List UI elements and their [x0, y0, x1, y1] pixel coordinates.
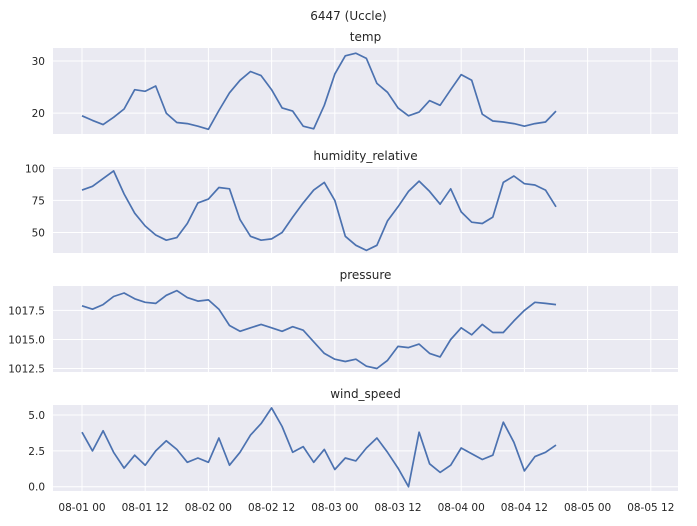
- x-tick-label: 08-01 00: [58, 502, 105, 514]
- series-line-temp: [81, 52, 557, 131]
- x-tick-label: 08-03 00: [311, 502, 358, 514]
- panel-title: pressure: [340, 268, 392, 282]
- panel-humidity_relative: 50 75 100 humidity_relative: [25, 149, 678, 253]
- y-tick-label: 0.0: [28, 482, 45, 494]
- panel-title: humidity_relative: [313, 149, 417, 163]
- panel-pressure: 1012.5 1015.0 1017.5 pressure: [8, 268, 678, 376]
- y-tick-label: 50: [32, 227, 45, 239]
- panel-wind_speed: 0.0 2.5 5.0 wind_speed: [28, 387, 678, 494]
- y-tick-label: 2.5: [28, 446, 45, 458]
- x-tick-label: 08-04 00: [438, 502, 485, 514]
- y-tick-label: 1017.5: [8, 305, 45, 317]
- x-tick-label: 08-04 12: [501, 502, 548, 514]
- y-tick-label: 100: [25, 163, 45, 175]
- y-tick-label: 75: [32, 195, 45, 207]
- y-tick-label: 20: [32, 108, 45, 120]
- x-tick-label: 08-01 12: [122, 502, 169, 514]
- x-tick-label: 08-02 12: [248, 502, 295, 514]
- panel-temp: 20 30 temp: [32, 30, 678, 134]
- y-tick-label: 1012.5: [8, 364, 45, 376]
- x-tick-label: 08-05 12: [627, 502, 674, 514]
- y-tick-label: 1015.0: [8, 334, 45, 346]
- y-tick-label: 5.0: [28, 410, 45, 422]
- panel-background: [53, 167, 678, 253]
- x-tick-label: 08-03 12: [374, 502, 421, 514]
- x-tick-label: 08-05 00: [564, 502, 611, 514]
- x-tick-label: 08-02 00: [185, 502, 232, 514]
- figure-title: 6447 (Uccle): [310, 9, 386, 23]
- series-line-humidity_relative: [81, 170, 557, 252]
- y-tick-label: 30: [32, 56, 45, 68]
- panel-title: temp: [350, 30, 381, 44]
- series-line-wind_speed: [81, 407, 557, 488]
- panel-background: [53, 286, 678, 372]
- series-line-pressure: [81, 289, 557, 370]
- panel-title: wind_speed: [330, 387, 401, 401]
